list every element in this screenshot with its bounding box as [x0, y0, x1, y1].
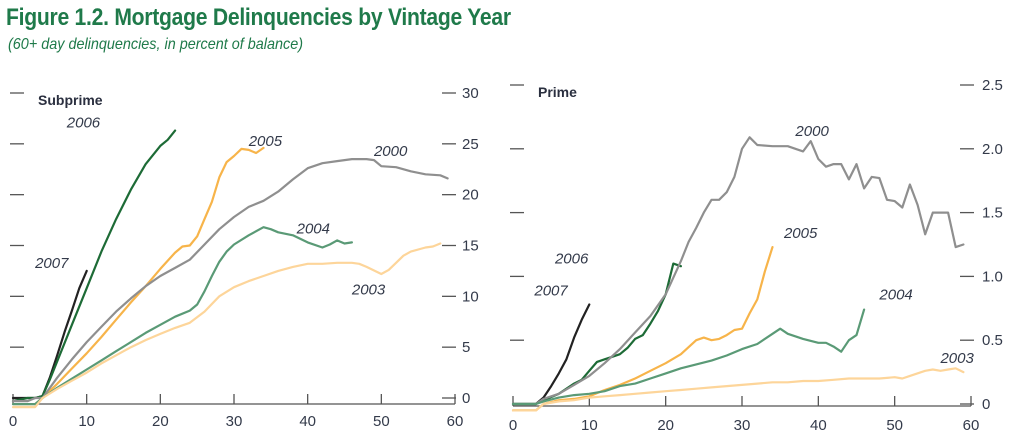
y-tick-label: 1.0 [982, 268, 1003, 285]
series-label-2006: 2006 [554, 251, 589, 268]
x-tick-label: 60 [447, 413, 464, 430]
y-tick-label: 20 [462, 187, 479, 204]
figure-title: Figure 1.2. Mortgage Delinquencies by Vi… [6, 4, 511, 31]
series-label-2004: 2004 [878, 286, 912, 303]
x-tick-label: 10 [581, 417, 598, 434]
series-label-2000: 2000 [373, 143, 408, 160]
series-line-2000 [11, 158, 449, 403]
y-tick-label: 30 [462, 85, 479, 102]
y-tick-label: 10 [462, 288, 479, 305]
x-tick-label: 0 [509, 417, 517, 434]
x-tick-label: 50 [373, 413, 390, 430]
x-tick-label: 0 [9, 413, 17, 430]
y-tick-label: 0 [982, 396, 990, 413]
series-line-2007 [511, 303, 591, 406]
series-line-2005 [11, 146, 265, 406]
series-label-2003: 2003 [939, 350, 974, 367]
y-tick-label: 25 [462, 136, 479, 153]
panel-title-subprime: Subprime [38, 92, 103, 108]
series-label-2006: 2006 [66, 115, 101, 132]
panel-title-prime: Prime [538, 84, 577, 100]
subprime-panel: Subprime 0 10 20 30 40 50 60 0 5 10 15 20 25 30 2007 20… [9, 85, 479, 430]
series-label-2007: 2007 [34, 255, 69, 272]
x-tick-label: 50 [886, 417, 903, 434]
x-tick-label: 40 [299, 413, 316, 430]
x-tick-label: 10 [78, 413, 95, 430]
series-label-2004: 2004 [296, 220, 330, 237]
x-tick-label: 60 [963, 417, 980, 434]
series-line-2004 [11, 226, 353, 406]
series-line-2003 [11, 242, 442, 409]
x-tick-label: 20 [657, 417, 674, 434]
y-tick-label: 0 [462, 390, 470, 407]
series-label-2005: 2005 [248, 133, 283, 150]
x-tick-label: 20 [152, 413, 169, 430]
series-line-2004 [511, 308, 866, 406]
y-tick-label: 5 [462, 339, 470, 356]
series-line-2003 [511, 367, 965, 412]
series-label-2007: 2007 [533, 283, 568, 300]
y-tick-label: 2.0 [982, 141, 1003, 158]
x-tick-label: 30 [734, 417, 751, 434]
y-tick-label: 1.5 [982, 205, 1003, 222]
series-line-2000 [511, 136, 965, 406]
y-tick-label: 15 [462, 238, 479, 255]
x-tick-label: 40 [810, 417, 827, 434]
y-tick-label: 2.5 [982, 77, 1003, 94]
y-tick-label: 0.5 [982, 332, 1003, 349]
x-tick-label: 30 [226, 413, 243, 430]
series-label-2005: 2005 [783, 225, 818, 242]
prime-panel: Prime 0 10 20 30 40 50 6000.51.01.52.02.520072… [509, 77, 1003, 434]
figure-subtitle: (60+ day delinquencies, in percent of ba… [8, 36, 304, 53]
series-label-2000: 2000 [794, 123, 829, 140]
series-label-2003: 2003 [351, 281, 386, 298]
